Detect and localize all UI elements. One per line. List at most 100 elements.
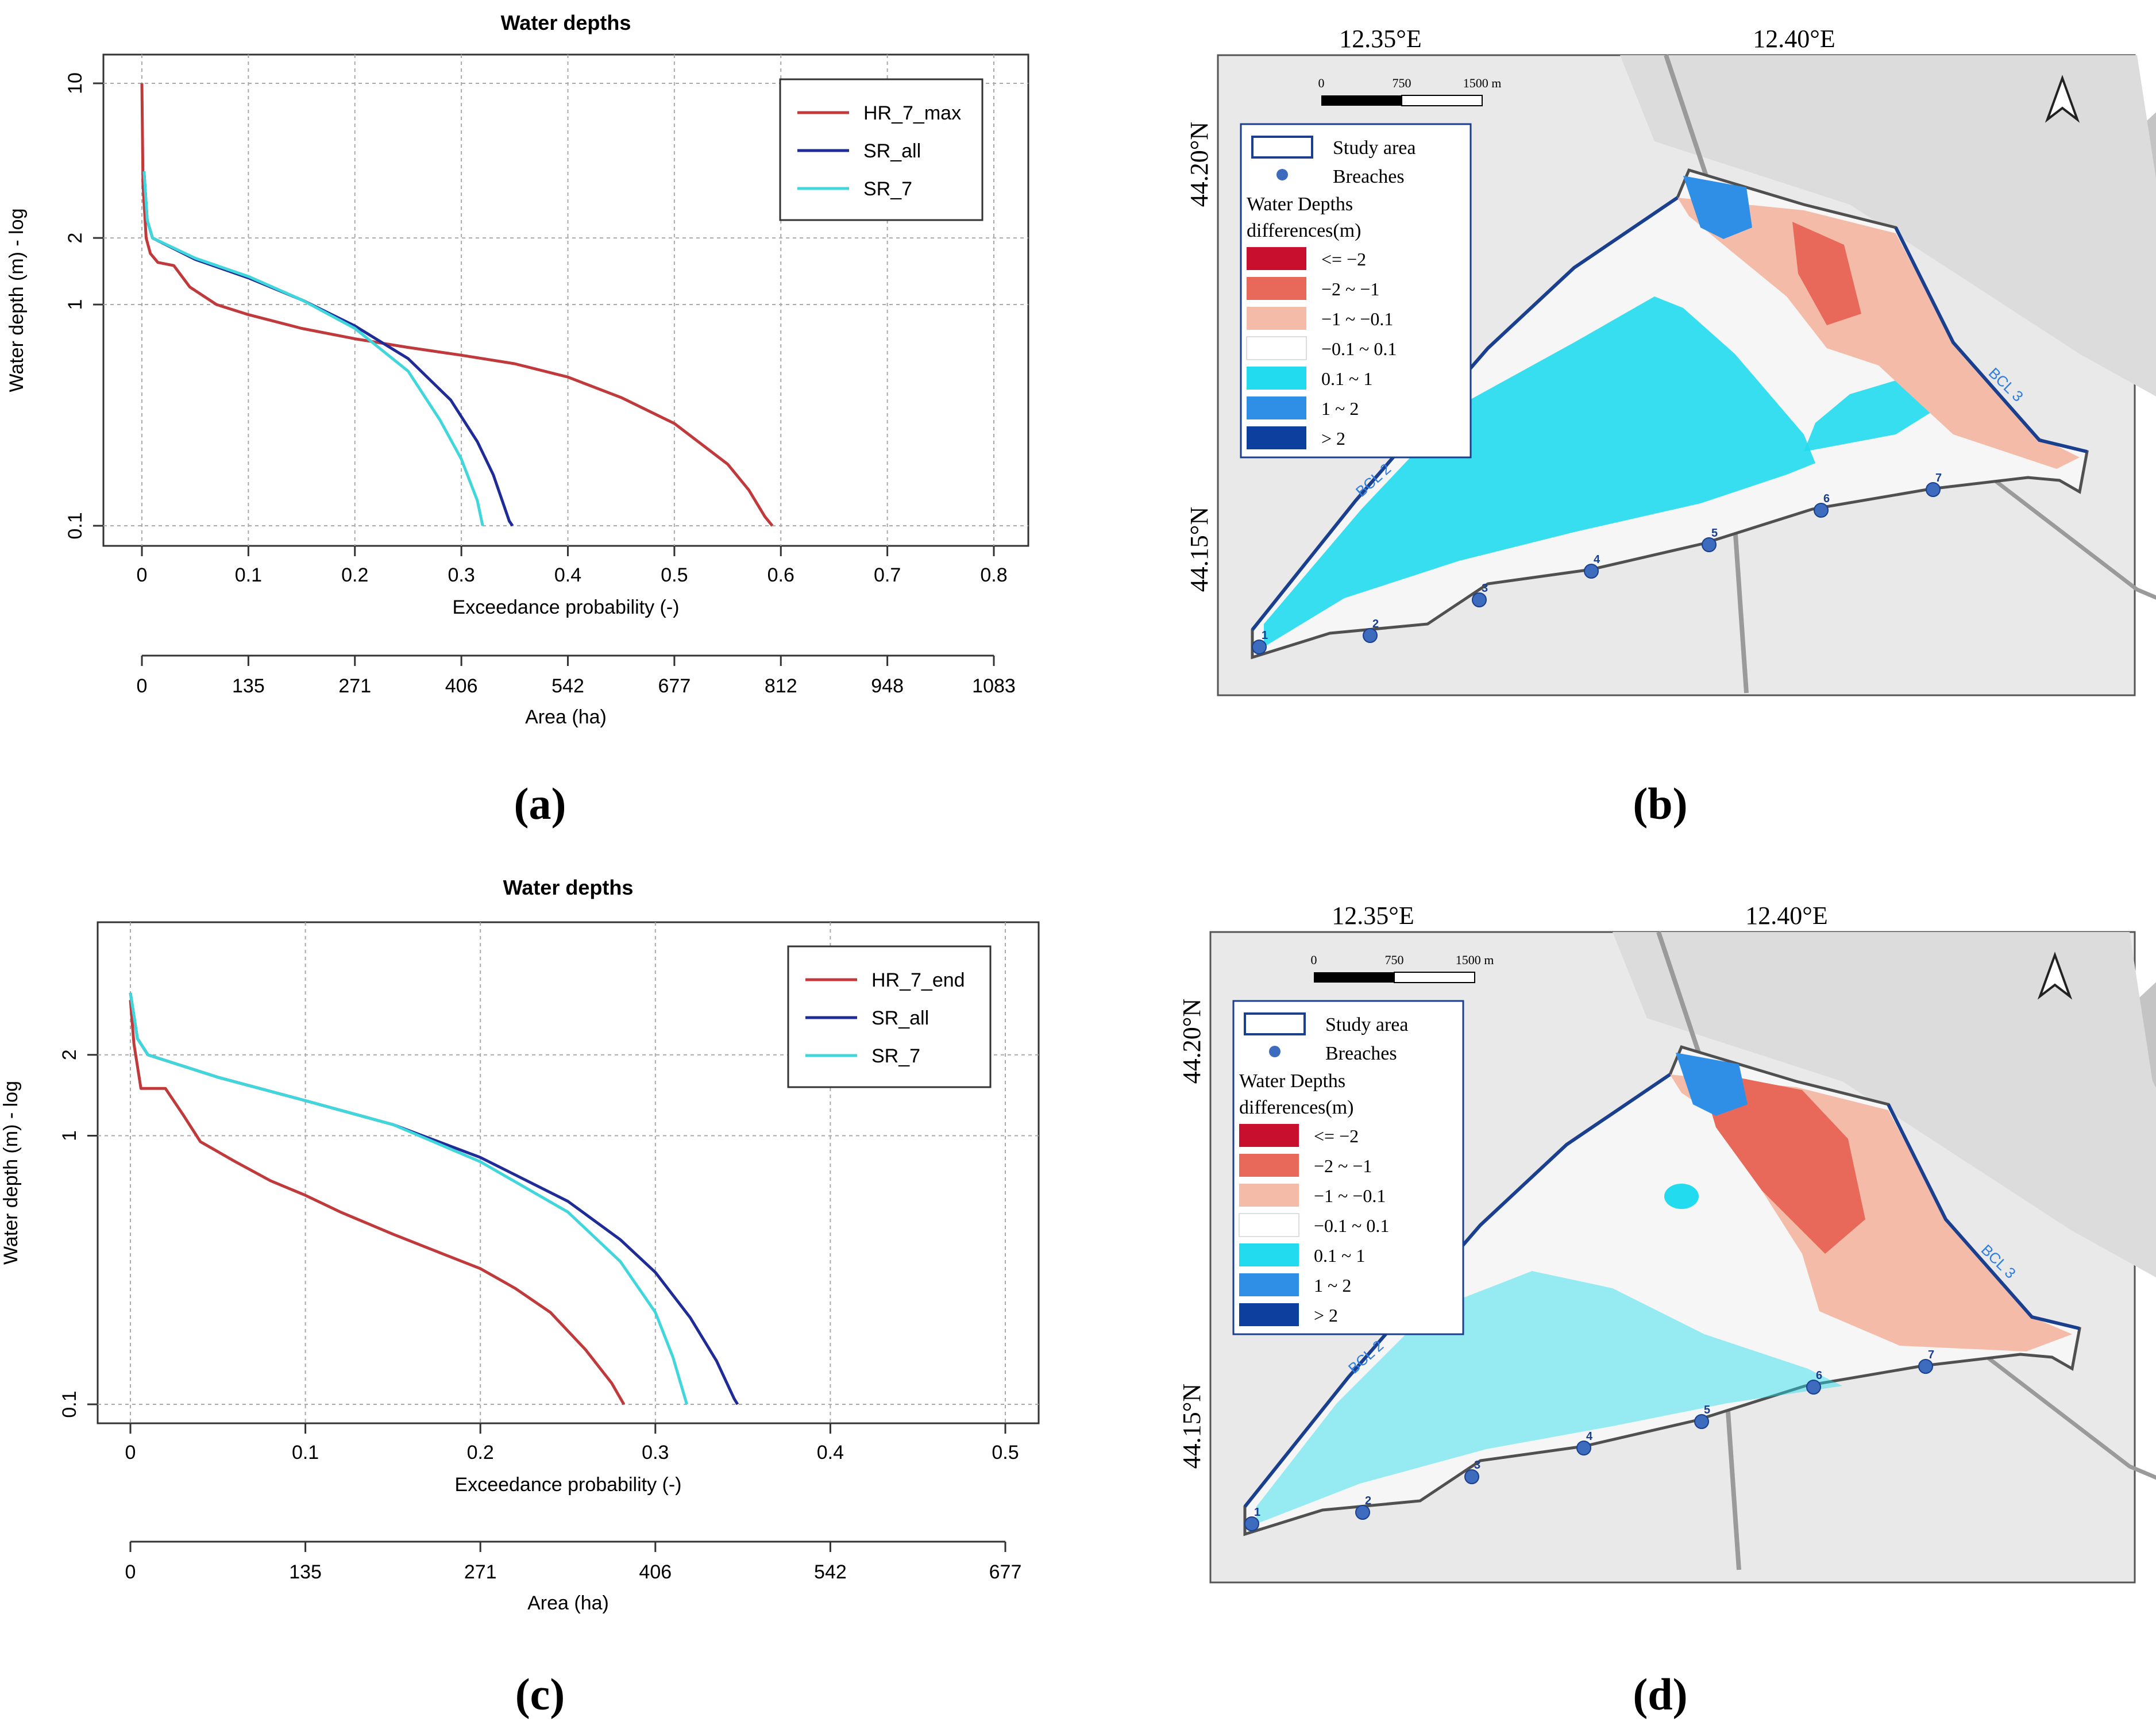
plot-frame — [97, 921, 1040, 1424]
area-tick-label: 542 — [814, 1561, 847, 1583]
y-tick-label: 0.1 — [59, 1391, 80, 1418]
breach-point — [1576, 1441, 1591, 1455]
breach-point — [1244, 1516, 1259, 1531]
legend-class-swatch — [1247, 426, 1306, 449]
breach-point — [1814, 503, 1829, 518]
legend-class-label: −0.1 ~ 0.1 — [1321, 338, 1397, 359]
legend-class-swatch — [1239, 1213, 1299, 1237]
difference-zone-positive — [1664, 1184, 1699, 1209]
longitude-label: 12.35°E — [1332, 902, 1414, 930]
breach-point — [1464, 1469, 1479, 1484]
area-tick-label: 406 — [639, 1561, 672, 1583]
legend-class-swatch — [1239, 1243, 1299, 1266]
x-tick-label: 0.4 — [817, 1442, 844, 1464]
breach-point — [1584, 564, 1599, 579]
x-tick-label: 0.4 — [554, 564, 581, 586]
x-tick-label: 0.8 — [980, 564, 1007, 586]
x-tick-label: 0 — [137, 564, 148, 586]
legend-class-label: 0.1 ~ 1 — [1314, 1245, 1365, 1266]
chart-a: Water depths 0.1 1 2 10 0 0.1 0.2 0.3 0.4 0.5 0.6 0.… — [6, 11, 1029, 728]
breach-point — [1355, 1505, 1370, 1520]
area-tick-label: 677 — [989, 1561, 1022, 1583]
breach-number: 3 — [1482, 582, 1488, 595]
area-tick-label: 542 — [551, 675, 584, 697]
legend-class-label: −1 ~ −0.1 — [1314, 1185, 1386, 1206]
x-axis-label: Exceedance probability (-) — [455, 1474, 682, 1496]
legend-subtitle: differences(m) — [1239, 1097, 1353, 1118]
breach-number: 1 — [1254, 1506, 1260, 1519]
north-arrow-icon — [2037, 952, 2073, 1000]
legend-label-SR_7: SR_7 — [863, 178, 912, 200]
legend-title: Water Depths — [1247, 194, 1353, 215]
difference-zone-negative — [1677, 198, 2080, 469]
y-tick-label: 1 — [64, 299, 86, 310]
chart-title: Water depths — [503, 876, 634, 899]
breach-number: 2 — [1372, 618, 1379, 630]
difference-zone-positive — [1804, 377, 1942, 452]
x-tick-label: 0.2 — [467, 1442, 494, 1464]
legend-class-label: 0.1 ~ 1 — [1321, 368, 1372, 389]
area-tick-label: 677 — [658, 675, 691, 697]
legend-title: Water Depths — [1239, 1070, 1345, 1092]
chart-title: Water depths — [501, 11, 631, 34]
legend-subtitle: differences(m) — [1247, 220, 1361, 241]
breach-number: 7 — [1928, 1349, 1934, 1361]
x-tick-label: 0 — [125, 1442, 136, 1464]
series-line-HR_7_end — [129, 1000, 626, 1405]
longitude-label: 12.35°E — [1339, 25, 1421, 53]
breach-number: 4 — [1586, 1430, 1593, 1443]
legend-class-swatch — [1246, 336, 1307, 360]
legend-label-HR_7_max: HR_7_max — [863, 102, 961, 124]
chart-c: Water depths 0.1 1 2 0 0.1 0.2 0.3 0.4 0.5 Exceeda… — [0, 876, 1040, 1614]
legend-class-label: 1 ~ 2 — [1314, 1275, 1351, 1296]
legend-class-swatch — [1239, 1303, 1299, 1326]
scale-label: 750 — [1385, 953, 1404, 967]
series-line-SR_7 — [129, 992, 688, 1405]
plot-frame — [102, 53, 1029, 547]
scale-bar-dark — [1321, 95, 1402, 106]
legend-class-swatch — [1247, 247, 1306, 270]
difference-zone-positive — [1256, 1271, 1842, 1524]
y-tick-label: 1 — [59, 1130, 80, 1141]
latitude-label: 44.20°N — [1185, 122, 1213, 207]
legend-class-label: 1 ~ 2 — [1321, 398, 1359, 419]
x-axis-label: Exceedance probability (-) — [453, 596, 680, 618]
legend-study-swatch — [1251, 136, 1313, 159]
area-tick-label: 271 — [464, 1561, 497, 1583]
legend-class-label: <= −2 — [1314, 1126, 1359, 1146]
x-tick-label: 0.5 — [661, 564, 688, 586]
legend-class-swatch — [1239, 1154, 1299, 1177]
x-tick-label: 0.3 — [642, 1442, 669, 1464]
latitude-label: 44.20°N — [1178, 999, 1206, 1084]
legend-study-label: Study area — [1333, 137, 1416, 159]
scale-label: 0 — [1311, 953, 1317, 967]
breach-point — [1252, 640, 1267, 654]
y-tick-label: 10 — [64, 72, 86, 94]
panel-label-d: (d) — [1633, 1669, 1687, 1719]
area-tick-label: 948 — [871, 675, 904, 697]
scale-bar-light — [1394, 972, 1475, 983]
area-tick-label: 271 — [338, 675, 371, 697]
scale-label: 1500 m — [1463, 76, 1502, 90]
legend-class-label: > 2 — [1321, 428, 1345, 449]
difference-zone-high — [1683, 176, 1752, 239]
scale-label: 0 — [1318, 76, 1325, 90]
difference-zone-high — [1676, 1053, 1748, 1116]
breach-point — [1918, 1359, 1933, 1374]
panel-label-a: (a) — [514, 779, 566, 829]
legend-class-swatch — [1247, 307, 1306, 330]
legend-class-swatch — [1239, 1184, 1299, 1207]
north-arrow-icon — [2045, 75, 2080, 123]
legend-class-swatch — [1247, 396, 1306, 419]
legend-class-swatch — [1247, 367, 1306, 390]
latitude-label: 44.15°N — [1185, 507, 1213, 592]
difference-zone-strong-negative — [1699, 1070, 1865, 1254]
legend-class-label: <= −2 — [1321, 249, 1366, 269]
difference-zone-strong-negative — [1792, 222, 1861, 325]
area-tick-label: 0 — [137, 675, 148, 697]
x-tick-label: 0.6 — [767, 564, 794, 586]
x-tick-label: 0.1 — [292, 1442, 319, 1464]
longitude-label: 12.40°E — [1745, 902, 1827, 930]
